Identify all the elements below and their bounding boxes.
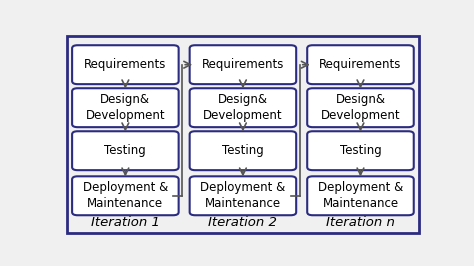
FancyBboxPatch shape [307,176,414,215]
Text: Requirements: Requirements [319,58,401,71]
Text: Iteration 2: Iteration 2 [209,215,277,228]
Text: Testing: Testing [339,144,382,157]
Text: Deployment &
Maintenance: Deployment & Maintenance [201,181,285,210]
Text: Design&
Development: Design& Development [86,93,165,122]
Text: Requirements: Requirements [202,58,284,71]
Text: Design&
Development: Design& Development [203,93,283,122]
Text: Deployment &
Maintenance: Deployment & Maintenance [83,181,168,210]
FancyBboxPatch shape [72,131,179,170]
FancyBboxPatch shape [307,45,414,84]
FancyBboxPatch shape [190,88,296,127]
Text: Deployment &
Maintenance: Deployment & Maintenance [318,181,403,210]
FancyBboxPatch shape [72,88,179,127]
Text: Iteration n: Iteration n [326,215,395,228]
FancyBboxPatch shape [307,131,414,170]
Text: Testing: Testing [222,144,264,157]
Text: Requirements: Requirements [84,58,166,71]
FancyBboxPatch shape [190,45,296,84]
FancyBboxPatch shape [72,176,179,215]
FancyBboxPatch shape [190,131,296,170]
Text: Design&
Development: Design& Development [321,93,400,122]
FancyBboxPatch shape [72,45,179,84]
FancyBboxPatch shape [190,176,296,215]
FancyBboxPatch shape [307,88,414,127]
Text: Testing: Testing [104,144,146,157]
Text: Iteration 1: Iteration 1 [91,215,160,228]
